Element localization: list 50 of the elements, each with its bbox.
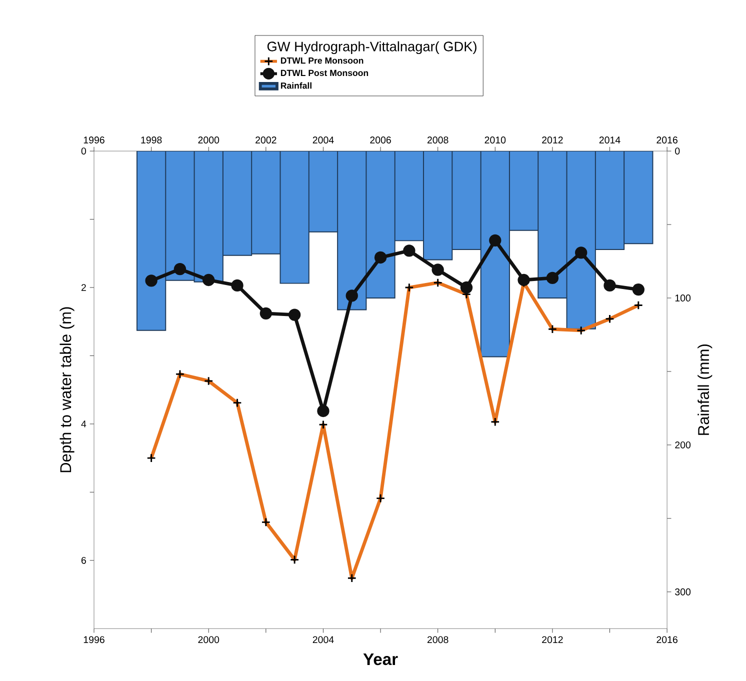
point [403,244,416,257]
point [231,279,244,292]
legend-label: Rainfall [280,82,312,89]
point [174,262,186,276]
x2-tick-label: 2006 [370,136,391,144]
x2-tick-label: 2012 [542,136,563,144]
legend-label: DTWL Pre Monsoon [280,57,364,64]
x-tick-label: 2012 [542,636,563,644]
x-tick-label: 2008 [427,636,448,644]
chart-title: GW Hydrograph-Vittalnagar( GDK) [267,41,476,54]
x2-tick-label: 2016 [656,136,678,144]
point [546,272,559,284]
y2-axis-title: Rainfall (mm) [698,344,712,435]
x2-tick-label: 1998 [141,136,162,144]
x2-tick-label: 2000 [198,136,220,144]
point [489,234,502,246]
point [518,274,530,286]
point [604,279,616,292]
x2-tick-label: 2008 [427,136,448,144]
point [374,251,387,264]
point [432,264,444,276]
y-tick-label: 0 [81,148,86,154]
x2-tick-label: 2002 [256,136,276,144]
point [260,307,272,320]
point [460,281,473,294]
y-axis-title: Depth to water table (m) [60,307,74,472]
x2-tick-label: 1996 [84,136,104,144]
point [288,308,301,321]
x-axis-title: Year [363,653,398,666]
y-tick-label: 2 [81,284,86,291]
x-tick-label: 2004 [312,636,334,644]
point [145,274,158,287]
y2-tick-label: 200 [675,441,691,448]
y2-tick-label: 300 [675,588,691,596]
point [346,289,358,302]
x2-tick-label: 2014 [599,136,620,144]
point [575,246,588,259]
point [632,283,644,296]
y2-tick-label: 0 [675,148,680,154]
x2-tick-label: 2004 [312,136,334,144]
point [317,404,330,417]
y-tick-label: 6 [81,556,86,564]
x2-tick-label: 2010 [484,136,506,144]
x-tick-label: 2000 [198,636,220,644]
y-tick-label: 4 [81,420,86,428]
x-tick-label: 2016 [656,636,678,644]
point [202,274,215,286]
legend-label: DTWL Post Monsoon [280,70,368,76]
y2-tick-label: 100 [675,294,691,302]
x-tick-label: 1996 [84,636,104,644]
